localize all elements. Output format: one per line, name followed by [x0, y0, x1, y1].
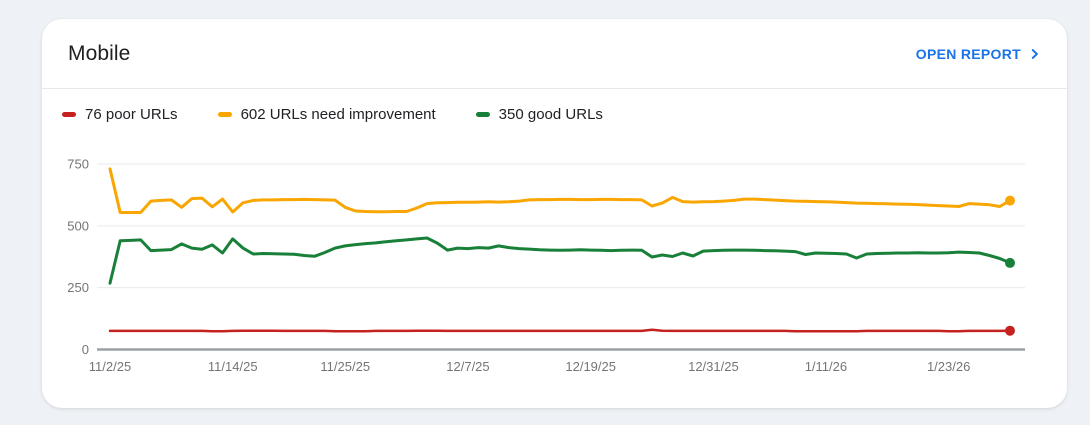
open-report-label: OPEN REPORT — [915, 45, 1021, 62]
legend-label-poor: 76 poor URLs — [85, 106, 178, 123]
legend-label-good: 350 good URLs — [498, 106, 603, 123]
svg-text:1/23/26: 1/23/26 — [927, 359, 970, 374]
legend-item-poor[interactable]: 76 poor URLs — [62, 106, 178, 123]
svg-text:1/11/26: 1/11/26 — [805, 359, 847, 374]
svg-text:12/31/25: 12/31/25 — [688, 359, 739, 374]
card-header: Mobile OPEN REPORT — [42, 19, 1067, 89]
mobile-core-web-vitals-card: Mobile OPEN REPORT 76 poor URLs 602 URLs… — [42, 19, 1067, 408]
legend-swatch-good — [475, 112, 490, 117]
svg-text:12/19/25: 12/19/25 — [565, 359, 616, 374]
page-title: Mobile — [68, 41, 131, 65]
svg-text:12/7/25: 12/7/25 — [446, 359, 489, 374]
svg-text:750: 750 — [67, 157, 89, 172]
chevron-right-icon — [1031, 48, 1038, 59]
svg-text:500: 500 — [67, 218, 89, 233]
legend-label-needs-improvement: 602 URLs need improvement — [240, 106, 436, 123]
line-chart: 0 250 500 750 11/2/25 11/14/25 11/25/25 12/7/25… — [67, 157, 1025, 374]
svg-text:250: 250 — [67, 280, 89, 295]
legend-swatch-poor — [62, 112, 76, 117]
svg-text:11/25/25: 11/25/25 — [320, 359, 370, 374]
chart-legend: 76 poor URLs 602 URLs need improvement 3… — [62, 106, 1067, 123]
legend-swatch-needs-improvement — [217, 112, 232, 117]
svg-text:11/2/25: 11/2/25 — [89, 359, 131, 374]
svg-text:0: 0 — [82, 342, 89, 357]
legend-item-good[interactable]: 350 good URLs — [475, 106, 603, 123]
open-report-link[interactable]: OPEN REPORT — [916, 46, 1040, 62]
svg-text:11/14/25: 11/14/25 — [208, 359, 258, 374]
legend-item-needs-improvement[interactable]: 602 URLs need improvement — [217, 106, 436, 123]
